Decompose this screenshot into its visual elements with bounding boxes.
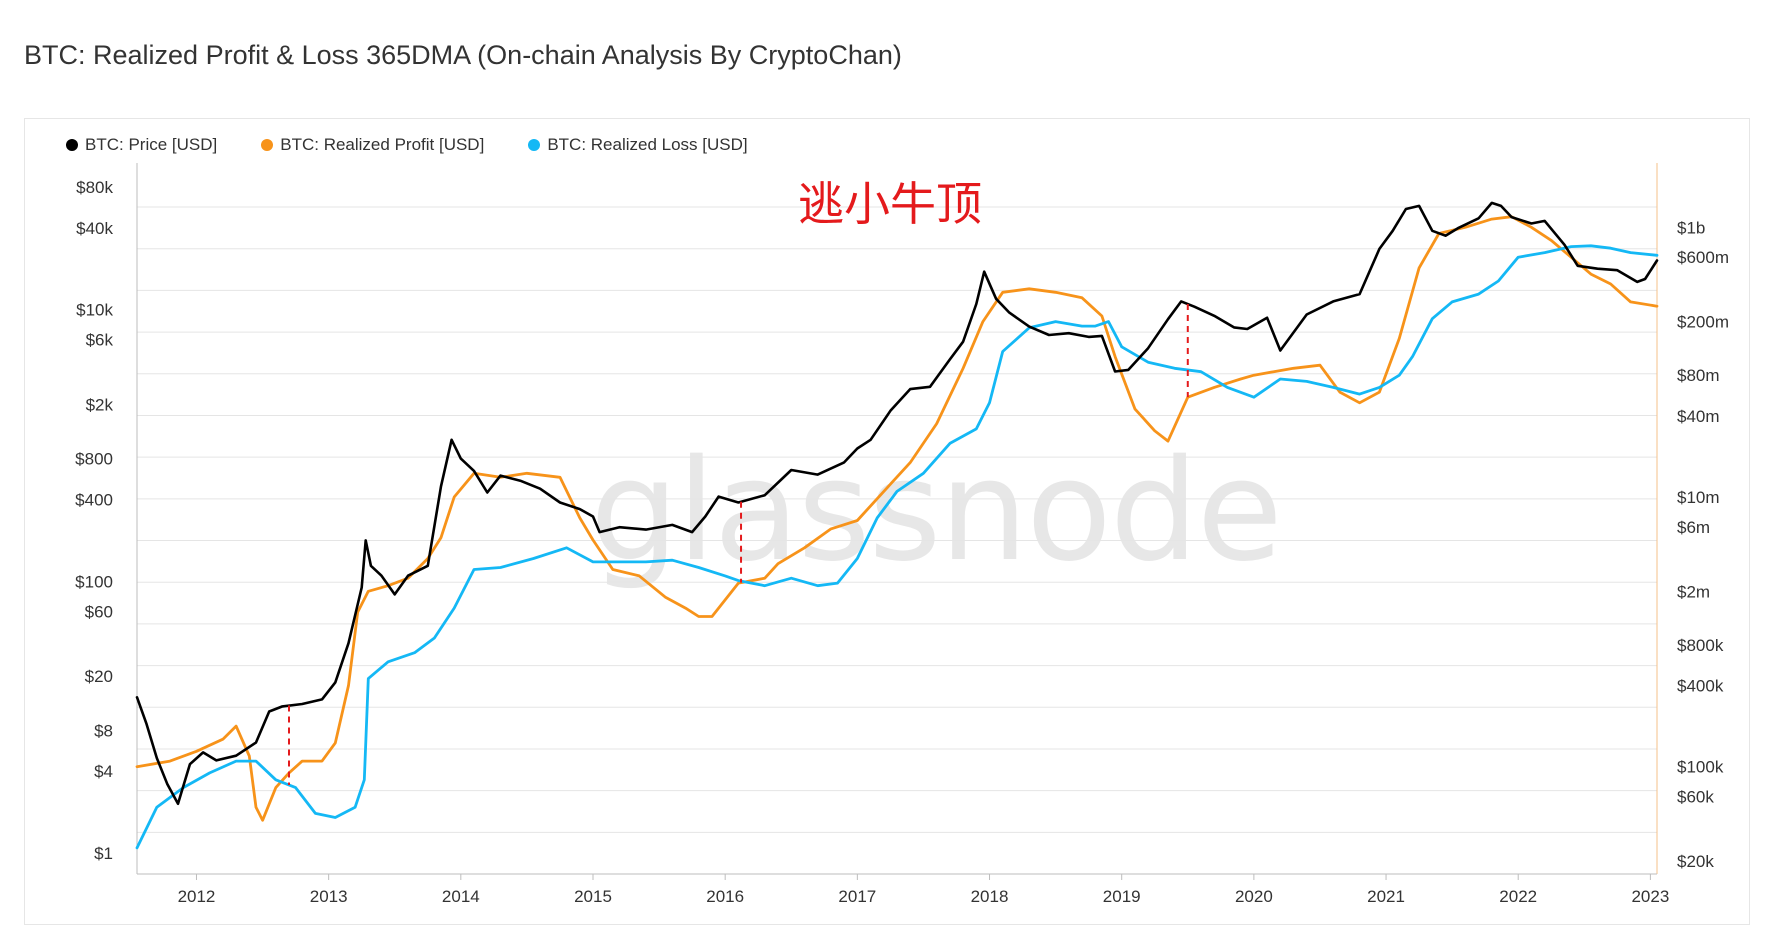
y-left-tick-label: $60 (85, 602, 113, 621)
y-left-tick-label: $20 (85, 667, 113, 686)
y-left-tick-label: $8 (94, 721, 113, 740)
y-left-tick-label: $2k (86, 396, 114, 415)
y-left-tick-label: $40k (76, 219, 113, 238)
x-tick-label: 2019 (1103, 887, 1141, 906)
y-left-tick-label: $10k (76, 301, 113, 320)
y-right-tick-label: $10m (1677, 488, 1720, 507)
x-tick-label: 2014 (442, 887, 480, 906)
x-tick-label: 2017 (838, 887, 876, 906)
y-right-tick-label: $400k (1677, 677, 1724, 696)
y-left-tick-label: $400 (75, 490, 113, 509)
chart-annotation: 逃小牛顶 (798, 177, 982, 231)
y-left-tick-label: $6k (86, 331, 114, 350)
series-line-btc-realized-loss-usd (135, 244, 1659, 850)
legend-dot-realized-profit (261, 139, 274, 151)
y-right-tick-label: $200m (1677, 313, 1729, 332)
legend-label-realized-loss: BTC: Realized Loss [USD] (547, 135, 748, 154)
x-tick-label: 2022 (1499, 887, 1537, 906)
y-left-tick-label: $4 (94, 762, 113, 781)
x-tick-label: 2016 (706, 887, 744, 906)
legend-item-price[interactable]: BTC: Price [USD] (66, 135, 217, 155)
y-right-tick-label: $600m (1677, 248, 1729, 267)
y-left-tick-label: $800 (75, 450, 113, 469)
legend-dot-realized-loss (528, 139, 541, 151)
legend-item-realized-loss[interactable]: BTC: Realized Loss [USD] (528, 135, 748, 155)
legend-dot-price (66, 139, 78, 151)
x-tick-label: 2012 (178, 887, 216, 906)
y-right-tick-label: $6m (1677, 518, 1710, 537)
x-tick-label: 2023 (1631, 887, 1669, 906)
legend-item-realized-profit[interactable]: BTC: Realized Profit [USD] (261, 135, 484, 155)
series-line-btc-realized-profit-usd (135, 215, 1659, 822)
y-right-tick-label: $60k (1677, 788, 1714, 807)
y-left-tick-label: $100 (75, 572, 113, 591)
y-right-tick-label: $1b (1677, 218, 1705, 237)
y-left-tick-label: $1 (94, 844, 113, 863)
x-tick-label: 2015 (574, 887, 612, 906)
legend-label-price: BTC: Price [USD] (85, 135, 218, 154)
chart-legend: BTC: Price [USD] BTC: Realized Profit [U… (66, 135, 748, 155)
y-left-tick-label: $80k (76, 178, 113, 197)
y-right-tick-label: $2m (1677, 582, 1710, 601)
x-tick-label: 2018 (971, 887, 1009, 906)
y-right-tick-label: $40m (1677, 407, 1720, 426)
x-tick-label: 2020 (1235, 887, 1273, 906)
x-tick-label: 2013 (310, 887, 348, 906)
page-title: BTC: Realized Profit & Loss 365DMA (On-c… (24, 40, 902, 70)
y-right-tick-label: $100k (1677, 758, 1724, 777)
series-line-btc-price-usd (135, 201, 1659, 806)
y-right-tick-label: $20k (1677, 852, 1714, 871)
legend-label-realized-profit: BTC: Realized Profit [USD] (280, 135, 485, 154)
y-right-tick-label: $80m (1677, 366, 1720, 385)
x-tick-label: 2021 (1367, 887, 1405, 906)
y-right-tick-label: $800k (1677, 636, 1724, 655)
